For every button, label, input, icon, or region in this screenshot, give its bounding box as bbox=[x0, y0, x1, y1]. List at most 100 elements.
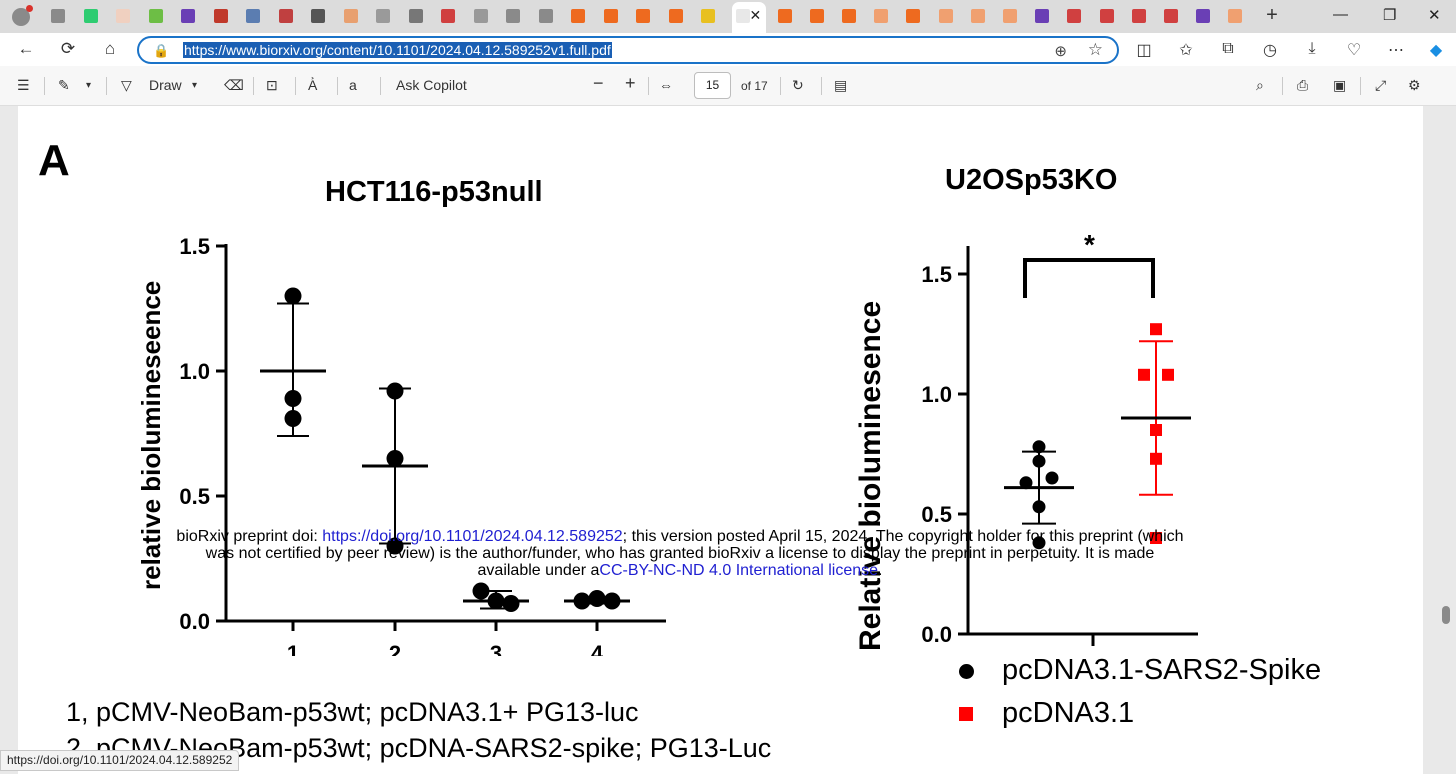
data-point bbox=[1032, 454, 1046, 468]
new-tab-button[interactable]: + bbox=[1266, 4, 1278, 26]
url-text[interactable]: https://www.biorxiv.org/content/10.1101/… bbox=[183, 42, 612, 58]
tab-favicon-icon bbox=[735, 9, 750, 23]
back-button[interactable]: ← bbox=[17, 39, 35, 58]
draw-dropdown-icon[interactable]: ▾ bbox=[192, 80, 198, 91]
browser-tab[interactable] bbox=[304, 5, 331, 27]
draw-icon[interactable]: ▽ bbox=[121, 77, 132, 93]
browser-tab[interactable] bbox=[694, 5, 721, 27]
contents-icon[interactable]: ☰ bbox=[17, 77, 30, 93]
refresh-button[interactable]: ⟳ bbox=[60, 39, 76, 58]
legend-marker-circle bbox=[959, 664, 974, 679]
close-tab-icon[interactable]: ✕ bbox=[749, 7, 762, 23]
browser-tab[interactable] bbox=[1221, 5, 1248, 27]
browser-tab[interactable] bbox=[44, 5, 71, 27]
eraser-icon[interactable]: ⌫ bbox=[224, 77, 244, 93]
browser-tab[interactable] bbox=[964, 5, 991, 27]
tab-favicon-icon bbox=[970, 9, 985, 23]
browser-tab[interactable] bbox=[1060, 5, 1087, 27]
browser-tab[interactable] bbox=[207, 5, 234, 27]
browser-tab[interactable] bbox=[174, 5, 201, 27]
more-menu-icon[interactable]: ⋯ bbox=[1388, 42, 1404, 59]
browser-tab[interactable] bbox=[239, 5, 266, 27]
page-view-icon[interactable]: ▤ bbox=[834, 77, 848, 93]
x-tick-label: 3 bbox=[490, 641, 502, 656]
browser-tab[interactable] bbox=[932, 5, 959, 27]
tab-favicon-icon bbox=[343, 9, 358, 23]
browser-tab[interactable] bbox=[771, 5, 798, 27]
browser-tab[interactable] bbox=[467, 5, 494, 27]
page-total: of 17 bbox=[741, 79, 768, 93]
read-aloud-icon[interactable]: A͐ bbox=[308, 77, 318, 93]
browser-tab[interactable] bbox=[402, 5, 429, 27]
browser-tab[interactable] bbox=[803, 5, 830, 27]
right-y-axis-label: Relative bioluminesence bbox=[854, 300, 887, 651]
draw-button[interactable]: Draw bbox=[149, 77, 182, 93]
close-window-button[interactable]: ✕ bbox=[1428, 7, 1441, 24]
home-button[interactable]: ⌂ bbox=[104, 39, 116, 58]
zoom-out-icon[interactable]: − bbox=[593, 73, 604, 93]
profile-avatar-icon[interactable] bbox=[12, 8, 30, 26]
page-number-input[interactable]: 15 bbox=[694, 72, 731, 99]
browser-tab[interactable] bbox=[629, 5, 656, 27]
translate-icon[interactable]: a bbox=[349, 77, 357, 93]
condition-line: 1, pCMV-NeoBam-p53wt; pcDNA3.1+ PG13-luc bbox=[66, 697, 639, 727]
browser-tab[interactable] bbox=[867, 5, 894, 27]
vertical-scrollbar[interactable] bbox=[1438, 106, 1456, 774]
browser-tab[interactable] bbox=[109, 5, 136, 27]
browser-tab[interactable] bbox=[142, 5, 169, 27]
zoom-in-icon[interactable]: + bbox=[625, 73, 636, 93]
license-link[interactable]: CC-BY-NC-ND 4.0 International license bbox=[599, 562, 879, 579]
tab-favicon-icon bbox=[148, 9, 163, 23]
browser-tab[interactable] bbox=[1028, 5, 1055, 27]
browser-tab[interactable] bbox=[1189, 5, 1216, 27]
settings-gear-icon[interactable]: ⚙ bbox=[1408, 77, 1421, 93]
downloads-icon[interactable]: ⤓ bbox=[1308, 40, 1316, 57]
print-icon[interactable]: ⎙ bbox=[1297, 77, 1309, 93]
browser-tab[interactable] bbox=[337, 5, 364, 27]
tab-favicon-icon bbox=[1067, 9, 1082, 23]
browser-tab[interactable] bbox=[1093, 5, 1120, 27]
history-icon[interactable]: ◷ bbox=[1263, 42, 1277, 59]
favorites-icon[interactable]: ✩ bbox=[1179, 42, 1193, 59]
data-point bbox=[487, 592, 505, 610]
doi-link[interactable]: https://doi.org/10.1101/2024.04.12.58925… bbox=[322, 528, 623, 545]
zoom-icon[interactable]: ⊕ bbox=[1054, 43, 1067, 60]
browser-tab[interactable] bbox=[597, 5, 624, 27]
favorite-star-icon[interactable]: ☆ bbox=[1087, 40, 1103, 59]
split-screen-icon[interactable]: ◫ bbox=[1136, 42, 1152, 59]
pdf-viewer[interactable]: A HCT116-p53null U2OSp53KO 0.0 0.5 1.0 1.5 1… bbox=[0, 106, 1456, 774]
browser-tab[interactable] bbox=[272, 5, 299, 27]
browser-tab[interactable] bbox=[434, 5, 461, 27]
browser-essentials-icon[interactable]: ♡ bbox=[1346, 42, 1362, 59]
browser-tab[interactable] bbox=[564, 5, 591, 27]
tab-favicon-icon bbox=[83, 9, 98, 23]
highlight-icon[interactable]: ✎ bbox=[58, 77, 70, 93]
fullscreen-icon[interactable]: ⤢ bbox=[1375, 77, 1387, 93]
browser-tab[interactable] bbox=[835, 5, 862, 27]
minimize-button[interactable]: — bbox=[1333, 6, 1348, 23]
browser-tab[interactable] bbox=[899, 5, 926, 27]
active-tab[interactable]: ✕ bbox=[731, 2, 766, 33]
fit-width-icon[interactable]: ⇔ bbox=[659, 77, 673, 93]
browser-tab[interactable] bbox=[996, 5, 1023, 27]
address-bar[interactable]: 🔒 https://www.biorxiv.org/content/10.110… bbox=[137, 36, 1119, 64]
browser-tab[interactable] bbox=[1125, 5, 1152, 27]
search-icon[interactable]: ⌕ bbox=[1256, 77, 1264, 93]
browser-tab[interactable] bbox=[499, 5, 526, 27]
right-chart: 0.0 0.5 1.0 1.5 * bbox=[921, 229, 1198, 646]
browser-tab[interactable] bbox=[1157, 5, 1184, 27]
restore-button[interactable]: ❐ bbox=[1383, 7, 1397, 24]
text-box-icon[interactable]: ⊡ bbox=[266, 77, 278, 93]
browser-tab[interactable] bbox=[662, 5, 689, 27]
ask-copilot-button[interactable]: Ask Copilot bbox=[396, 77, 467, 93]
collections-icon[interactable]: ⧉ bbox=[1222, 40, 1234, 57]
lock-icon[interactable]: 🔒 bbox=[153, 43, 170, 58]
browser-tab[interactable] bbox=[77, 5, 104, 27]
save-icon[interactable]: ▣ bbox=[1333, 77, 1347, 93]
rotate-icon[interactable]: ↻ bbox=[792, 77, 804, 93]
copilot-icon[interactable]: ◆ bbox=[1429, 42, 1443, 59]
scrollbar-thumb[interactable] bbox=[1442, 606, 1450, 624]
browser-tab[interactable] bbox=[532, 5, 559, 27]
browser-tab[interactable] bbox=[369, 5, 396, 27]
highlight-dropdown-icon[interactable]: ▾ bbox=[86, 80, 92, 91]
